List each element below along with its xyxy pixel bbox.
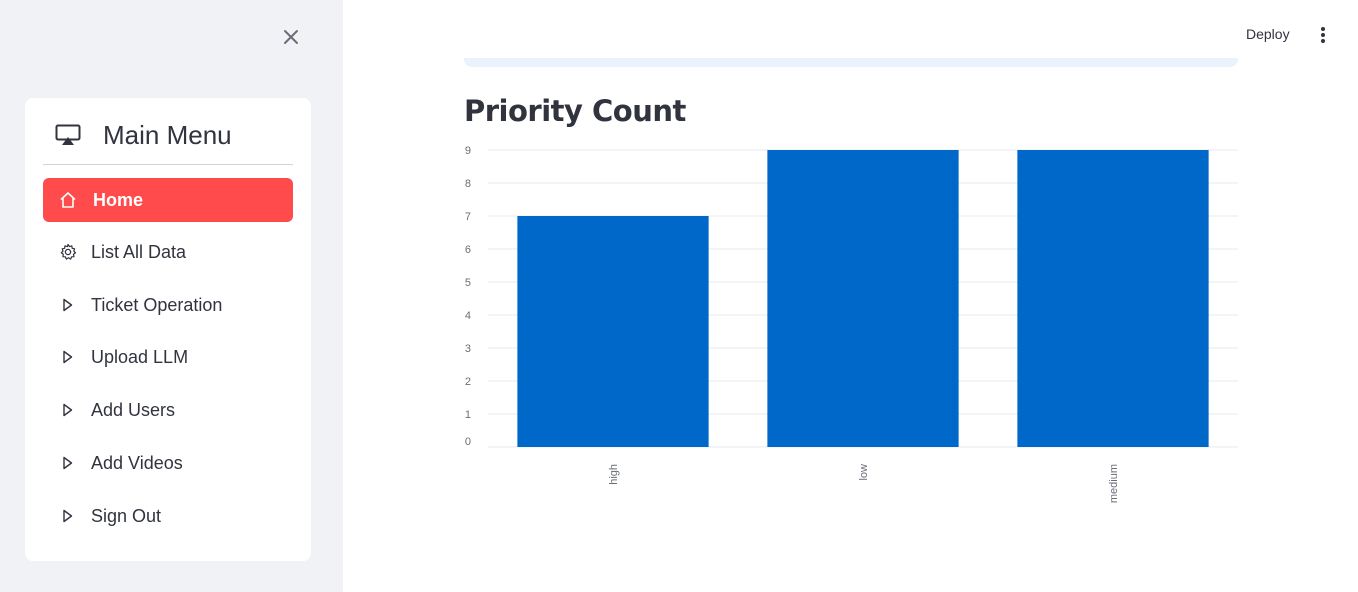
y-tick-label: 5 <box>465 277 471 289</box>
menu-item-label: Home <box>93 190 144 210</box>
menu-item-label: Sign Out <box>91 506 162 526</box>
status-banner-edge <box>464 58 1238 67</box>
menu-item-sign-out[interactable]: Sign Out <box>43 494 293 538</box>
bar-low <box>767 150 959 447</box>
caret-right-icon <box>59 348 77 366</box>
caret-right-icon <box>59 507 77 525</box>
menu-item-label: Ticket Operation <box>91 295 223 315</box>
x-tick-label: low <box>858 464 870 481</box>
x-tick-label: high <box>608 464 620 485</box>
y-tick-label: 9 <box>465 145 471 157</box>
house-icon <box>59 191 77 209</box>
caret-right-icon <box>59 454 77 472</box>
caret-right-icon <box>59 401 77 419</box>
x-tick-label: medium <box>1108 464 1120 503</box>
menu-item-home[interactable]: Home <box>43 178 293 222</box>
y-tick-label: 0 <box>465 436 471 448</box>
y-tick-label: 2 <box>465 376 471 388</box>
sidebar: Main Menu Home List All Data Ticket Oper… <box>0 0 343 592</box>
caret-right-icon <box>59 296 77 314</box>
menu-item-upload-llm[interactable]: Upload LLM <box>43 335 293 379</box>
airplay-icon <box>55 124 81 146</box>
y-tick-label: 1 <box>465 409 471 421</box>
bar-high <box>517 216 709 447</box>
y-tick-label: 6 <box>465 244 471 256</box>
close-sidebar-icon[interactable] <box>280 26 302 48</box>
gear-icon <box>59 243 77 261</box>
menu-item-list-all-data[interactable]: List All Data <box>43 230 293 274</box>
menu-item-label: Upload LLM <box>91 347 189 367</box>
page-title: Priority Count <box>464 94 686 128</box>
deploy-button[interactable]: Deploy <box>1246 26 1290 42</box>
menu-item-label: Add Users <box>91 400 176 420</box>
menu-item-ticket-operation[interactable]: Ticket Operation <box>43 283 293 327</box>
menu-item-label: List All Data <box>91 242 187 262</box>
bar-medium <box>1017 150 1209 447</box>
menu-item-label: Add Videos <box>91 453 183 473</box>
y-tick-label: 4 <box>465 310 471 322</box>
y-tick-label: 3 <box>465 343 471 355</box>
more-options-icon[interactable] <box>1313 25 1333 45</box>
menu-item-add-users[interactable]: Add Users <box>43 388 293 432</box>
menu-item-add-videos[interactable]: Add Videos <box>43 441 293 485</box>
y-tick-label: 8 <box>465 178 471 190</box>
priority-count-chart: 0 1 2 3 4 5 6 7 8 9 high low medium <box>465 145 1238 503</box>
menu-title: Main Menu <box>103 120 232 150</box>
menu-header: Main Menu <box>43 116 293 165</box>
y-tick-label: 7 <box>465 211 471 223</box>
main-menu-card: Main Menu Home List All Data Ticket Oper… <box>25 98 311 561</box>
